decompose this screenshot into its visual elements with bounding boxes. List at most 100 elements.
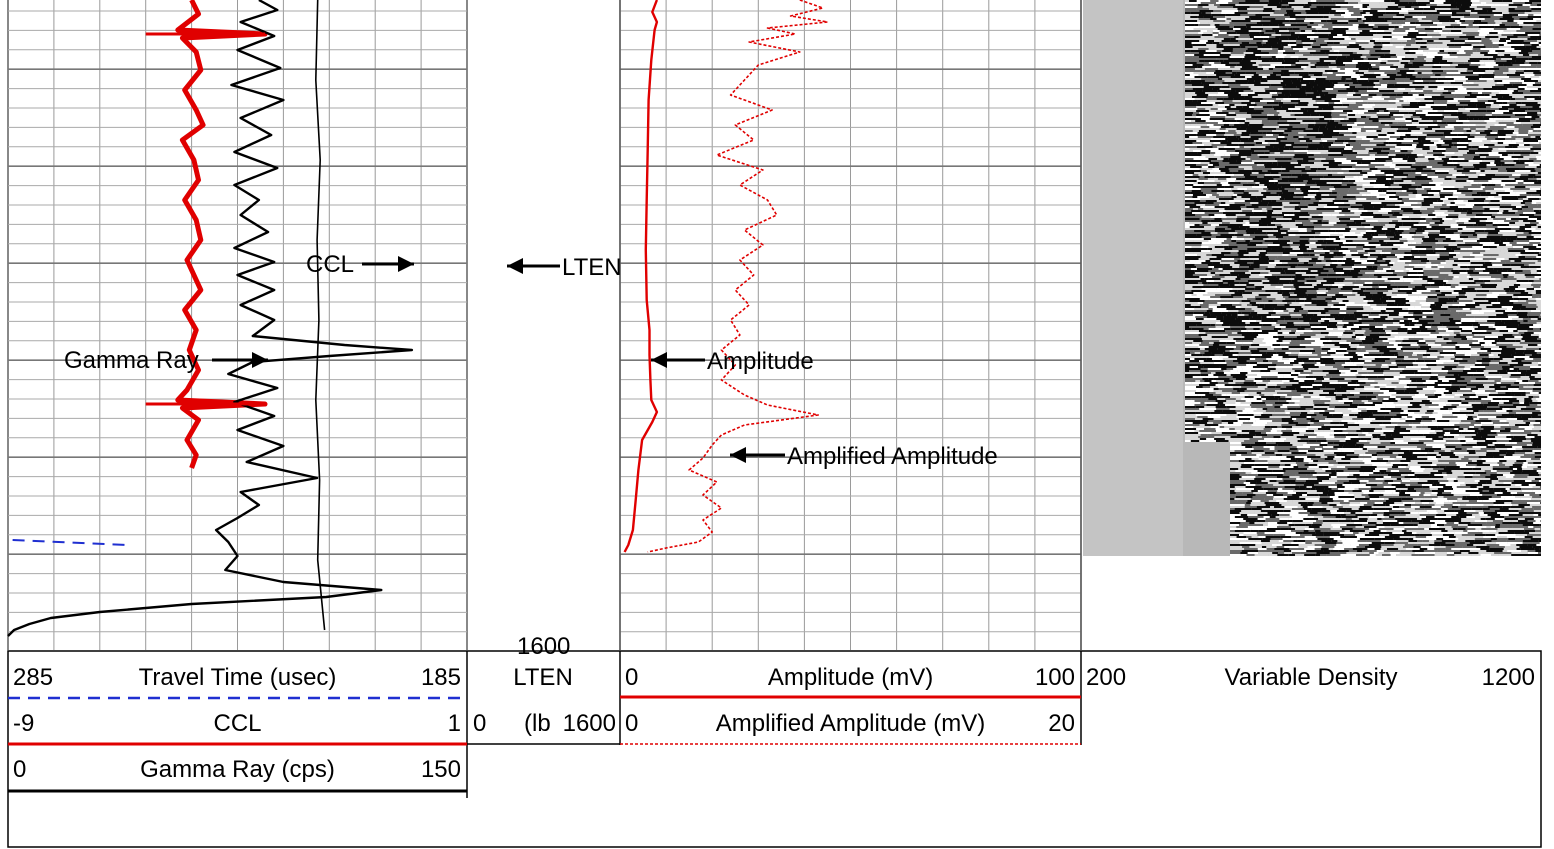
variable-density-cell — [1534, 182, 1541, 184]
variable-density-cell — [1419, 222, 1430, 224]
variable-density-cell — [1423, 168, 1432, 170]
variable-density-cell — [1382, 276, 1395, 278]
variable-density-cell — [1212, 248, 1224, 250]
variable-density-cell — [1272, 274, 1283, 276]
variable-density-cell — [1298, 226, 1314, 228]
variable-density-cell — [1434, 282, 1446, 284]
variable-density-cell — [1506, 168, 1520, 170]
variable-density-cell — [1291, 250, 1308, 252]
variable-density-cell — [1233, 78, 1247, 80]
variable-density-cell — [1312, 34, 1329, 36]
variable-density-cell — [1406, 76, 1415, 78]
variable-density-cell — [1417, 190, 1427, 192]
variable-density-cell — [1297, 160, 1302, 162]
variable-density-cell — [1520, 284, 1531, 286]
variable-density-cell — [1361, 162, 1370, 164]
variable-density-cell — [1455, 186, 1464, 188]
variable-density-cell — [1506, 238, 1511, 240]
variable-density-cell — [1485, 18, 1500, 20]
variable-density-cell — [1458, 100, 1470, 102]
variable-density-cell — [1533, 124, 1541, 126]
variable-density-cell — [1508, 248, 1525, 250]
variable-density-cell — [1281, 70, 1289, 72]
variable-density-cell — [1290, 114, 1294, 116]
variable-density-cell — [1207, 124, 1214, 126]
variable-density-cell — [1438, 206, 1449, 208]
variable-density-cell — [1468, 118, 1474, 120]
variable-density-cell — [1370, 192, 1386, 194]
variable-density-cell — [1536, 156, 1541, 158]
variable-density-cell — [1466, 226, 1483, 228]
variable-density-cell — [1335, 188, 1350, 190]
variable-density-cell — [1240, 84, 1254, 86]
variable-density-cell — [1404, 230, 1415, 232]
variable-density-cell — [1262, 112, 1269, 114]
variable-density-cell — [1264, 110, 1277, 112]
variable-density-cell — [1284, 14, 1289, 16]
variable-density-cell — [1331, 258, 1346, 260]
variable-density-cell — [1536, 228, 1541, 230]
variable-density-cell — [1310, 188, 1320, 190]
variable-density-cell — [1282, 212, 1293, 214]
variable-density-cell — [1441, 34, 1450, 36]
variable-density-cell — [1365, 272, 1377, 274]
variable-density-cell — [1540, 86, 1541, 88]
variable-density-cell — [1449, 258, 1458, 260]
variable-density-cell — [1264, 38, 1269, 40]
variable-density-cell — [1480, 64, 1485, 66]
variable-density-cell — [1502, 214, 1519, 216]
variable-density-cell — [1384, 18, 1392, 20]
variable-density-cell — [1450, 208, 1462, 210]
variable-density-cell — [1530, 144, 1541, 146]
variable-density-cell — [1209, 284, 1218, 286]
variable-density-cell — [1525, 162, 1534, 164]
variable-density-cell — [1185, 202, 1194, 204]
variable-density-cell — [1361, 96, 1373, 98]
variable-density-cell — [1218, 232, 1229, 234]
variable-density-cell — [1249, 80, 1254, 82]
variable-density-cell — [1333, 36, 1349, 38]
variable-density-cell — [1320, 178, 1332, 180]
variable-density-cell — [1432, 96, 1440, 98]
variable-density-cell — [1373, 26, 1378, 28]
variable-density-cell — [1488, 128, 1504, 130]
variable-density-cell — [1296, 272, 1307, 274]
variable-density-cell — [1296, 62, 1311, 64]
variable-density-cell — [1266, 268, 1283, 270]
variable-density-cell — [1185, 204, 1196, 206]
variable-density-cell — [1505, 146, 1513, 148]
variable-density-cell — [1339, 134, 1344, 136]
variable-density-cell — [1291, 130, 1303, 132]
variable-density-cell — [1229, 104, 1234, 106]
variable-density-cell — [1440, 126, 1445, 128]
variable-density-cell — [1212, 96, 1228, 98]
variable-density-cell — [1232, 268, 1247, 270]
variable-density-cell — [1440, 198, 1448, 200]
variable-density-cell — [1381, 60, 1387, 62]
variable-density-cell — [1344, 38, 1351, 40]
variable-density-cell — [1320, 186, 1334, 188]
variable-density-cell — [1386, 62, 1400, 64]
variable-density-cell — [1443, 70, 1458, 72]
variable-density-cell — [1509, 104, 1516, 106]
variable-density-cell — [1386, 58, 1402, 60]
variable-density-cell — [1467, 276, 1471, 278]
variable-density-cell — [1407, 34, 1416, 36]
variable-density-cell — [1525, 100, 1541, 102]
variable-density-cell — [1311, 4, 1327, 6]
variable-density-cell — [1389, 24, 1402, 26]
variable-density-cell — [1262, 76, 1267, 78]
variable-density-cell — [1401, 208, 1413, 210]
variable-density-cell — [1249, 282, 1263, 284]
variable-density-cell — [1316, 68, 1332, 70]
variable-density-cell — [1240, 34, 1249, 36]
variable-density-cell — [1373, 212, 1379, 214]
variable-density-cell — [1421, 242, 1435, 244]
variable-density-cell — [1441, 214, 1449, 216]
variable-density-cell — [1213, 136, 1227, 138]
variable-density-cell — [1326, 88, 1334, 90]
variable-density-cell — [1279, 124, 1290, 126]
variable-density-cell — [1464, 238, 1480, 240]
variable-density-cell — [1324, 256, 1333, 258]
variable-density-cell — [1527, 98, 1535, 100]
